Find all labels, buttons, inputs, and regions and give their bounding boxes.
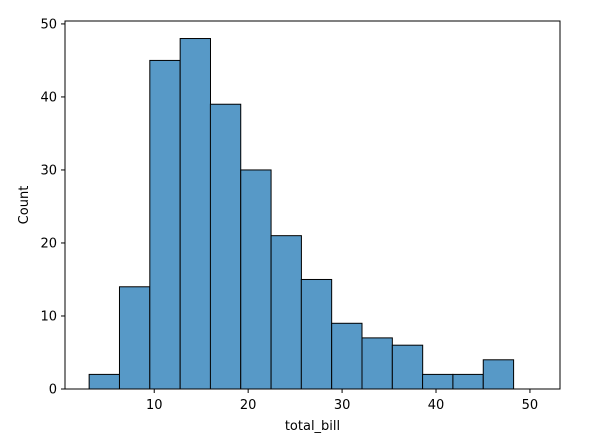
histogram-bar bbox=[179, 38, 211, 390]
histogram-bar bbox=[422, 373, 454, 390]
y-axis-ticks: 0 10 20 30 40 50 bbox=[40, 17, 65, 398]
x-tick-label: 20 bbox=[240, 398, 257, 413]
plot-frame bbox=[64, 20, 561, 390]
x-tick-label: 50 bbox=[522, 398, 539, 413]
x-axis-label: total_bill bbox=[285, 419, 340, 434]
histogram-bar bbox=[270, 235, 302, 390]
x-tick-label: 30 bbox=[334, 398, 351, 413]
y-tick-label: 30 bbox=[40, 163, 57, 178]
histogram-bars bbox=[88, 38, 515, 390]
histogram-bar bbox=[452, 373, 484, 390]
histogram-bar bbox=[331, 322, 363, 390]
y-tick-label: 10 bbox=[40, 309, 57, 324]
y-tick-label: 50 bbox=[40, 17, 57, 32]
histogram-bar bbox=[361, 337, 393, 390]
y-tick-label: 40 bbox=[40, 90, 57, 105]
histogram-bar bbox=[118, 286, 151, 390]
histogram-bar bbox=[482, 359, 515, 390]
histogram-bar bbox=[88, 373, 120, 390]
histogram-bar bbox=[391, 344, 424, 390]
y-tick-label: 20 bbox=[40, 236, 57, 251]
histogram-bar bbox=[240, 169, 272, 390]
x-tick-label: 40 bbox=[428, 398, 445, 413]
x-tick-label: 10 bbox=[146, 398, 163, 413]
y-tick-label: 0 bbox=[49, 383, 57, 398]
x-axis-ticks: 10 20 30 40 50 bbox=[146, 389, 538, 413]
histogram-bar bbox=[149, 59, 181, 390]
y-axis-label: Count bbox=[17, 186, 32, 225]
histogram-bar bbox=[209, 103, 242, 390]
histogram-bar bbox=[300, 278, 333, 390]
